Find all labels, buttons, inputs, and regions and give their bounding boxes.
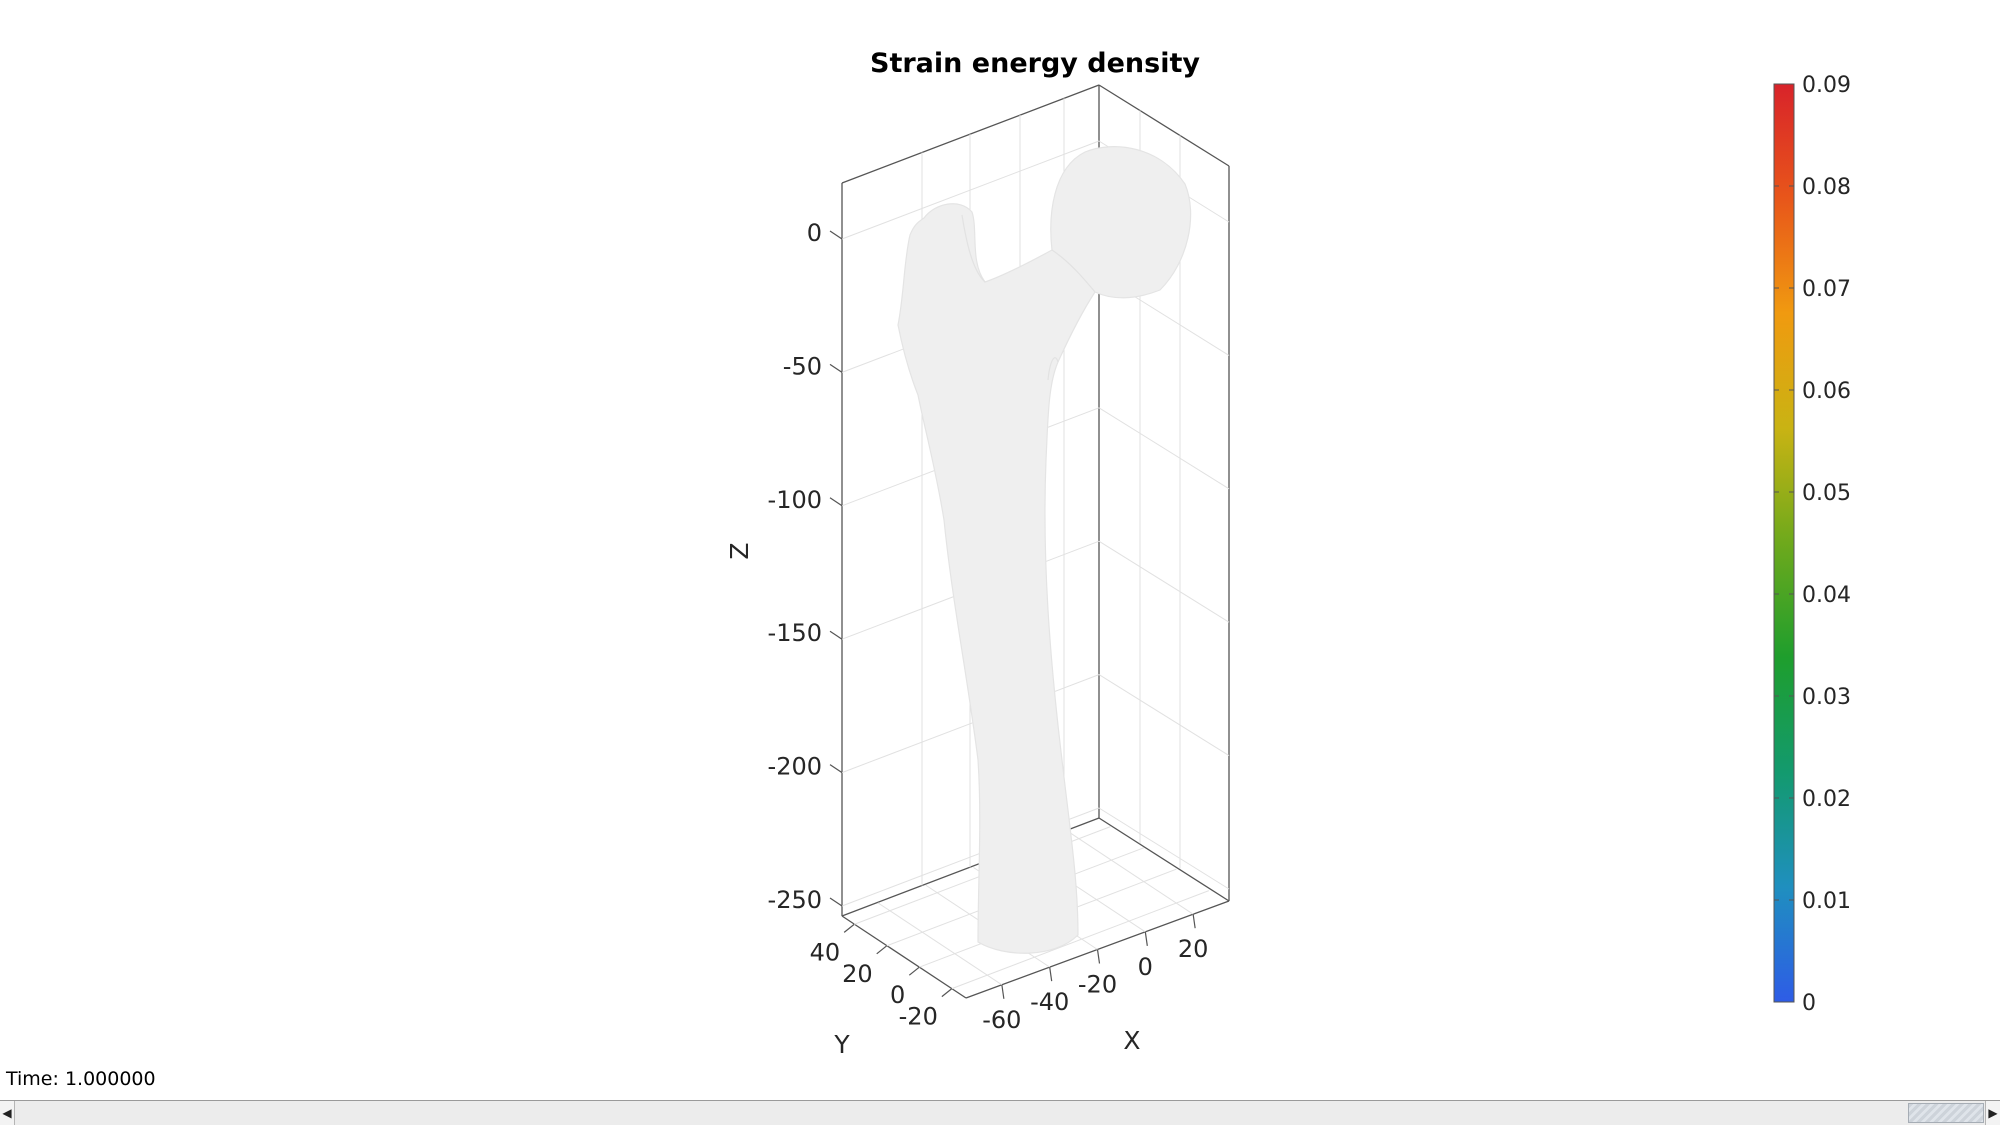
colorbar-tick-label: 0.05 — [1802, 481, 1851, 506]
y-tick-label: -20 — [899, 1003, 938, 1031]
colorbar: 0 0.01 0.02 0.03 0.04 0.05 0.06 0.07 0.08 0.09 — [1773, 73, 1851, 1016]
colorbar-tick-label: 0.04 — [1802, 583, 1851, 608]
z-tick-label: -150 — [768, 619, 822, 647]
x-tick — [1144, 931, 1148, 946]
z-tick — [829, 764, 843, 774]
x-axis-label: X — [1123, 1026, 1140, 1055]
y-tick-label: 40 — [810, 938, 841, 966]
z-gridline — [1098, 407, 1230, 490]
figure: Strain energy density 0-50-100-150-200-2… — [725, 48, 1851, 1059]
tick-marks — [829, 230, 1196, 999]
colorbar-tick-label: 0.03 — [1802, 685, 1851, 710]
colorbar-bar — [1773, 83, 1795, 1003]
z-tick-label: -50 — [783, 352, 822, 380]
x-tick-labels: -60 -40 -20 0 20 — [982, 935, 1208, 1034]
scroll-thumb[interactable] — [1908, 1103, 1984, 1123]
y-tick — [941, 988, 953, 998]
z-tick — [829, 230, 843, 240]
y-tick — [908, 966, 920, 976]
z-tick-label: 0 — [807, 219, 822, 247]
x-gridline — [877, 902, 1003, 986]
z-tick-label: -100 — [768, 486, 822, 514]
z-tick — [829, 630, 843, 640]
x-tick-label: 0 — [1138, 953, 1153, 981]
z-gridline — [1098, 674, 1230, 757]
colorbar-tick-label: 0.06 — [1802, 379, 1851, 404]
x-tick-label: -20 — [1078, 971, 1117, 999]
femur-surface — [897, 146, 1192, 954]
x-tick — [1001, 984, 1005, 999]
x-tick-label: 20 — [1178, 935, 1209, 963]
colorbar-tick-label: 0.02 — [1802, 787, 1851, 812]
z-gridline — [1098, 540, 1230, 623]
y-tick-label: 20 — [842, 960, 873, 988]
x-tick-label: -60 — [982, 1006, 1021, 1034]
z-tick-labels: 0 -50 -100 -150 -200 -250 — [768, 219, 822, 914]
colorbar-tick-label: 0.08 — [1802, 175, 1851, 200]
scroll-left-arrow-icon[interactable]: ◀ — [0, 1101, 15, 1125]
x-tick — [1049, 967, 1053, 982]
x-gridline — [1068, 831, 1194, 915]
z-tick — [829, 897, 843, 907]
time-label: Time: 1.000000 — [6, 1068, 156, 1090]
colorbar-tick-label: 0.09 — [1802, 73, 1851, 98]
horizontal-scrollbar[interactable]: ◀ ▶ — [0, 1100, 2000, 1125]
colorbar-labels: 0 0.01 0.02 0.03 0.04 0.05 0.06 0.07 0.08 0.09 — [1802, 73, 1851, 1016]
z-tick — [829, 497, 843, 507]
scroll-right-arrow-icon[interactable]: ▶ — [1985, 1101, 2000, 1125]
x-tick — [1192, 914, 1196, 929]
colorbar-tick-label: 0.01 — [1802, 889, 1851, 914]
y-tick — [876, 945, 888, 955]
x-tick-label: -40 — [1030, 988, 1069, 1016]
z-tick-label: -250 — [768, 886, 822, 914]
chart-title: Strain energy density — [870, 48, 1200, 79]
x-tick — [1096, 949, 1101, 964]
z-axis-label: Z — [725, 542, 754, 559]
y-tick — [843, 923, 855, 933]
colorbar-ticks — [1774, 83, 1794, 1003]
z-tick-label: -200 — [768, 753, 822, 781]
y-axis-label: Y — [833, 1030, 850, 1059]
z-tick — [829, 363, 843, 373]
colorbar-tick-label: 0 — [1802, 991, 1816, 1016]
y-tick-label: 0 — [890, 981, 905, 1009]
y-gridline — [951, 890, 1210, 990]
colorbar-tick-label: 0.07 — [1802, 277, 1851, 302]
z-gridline — [1098, 807, 1230, 890]
